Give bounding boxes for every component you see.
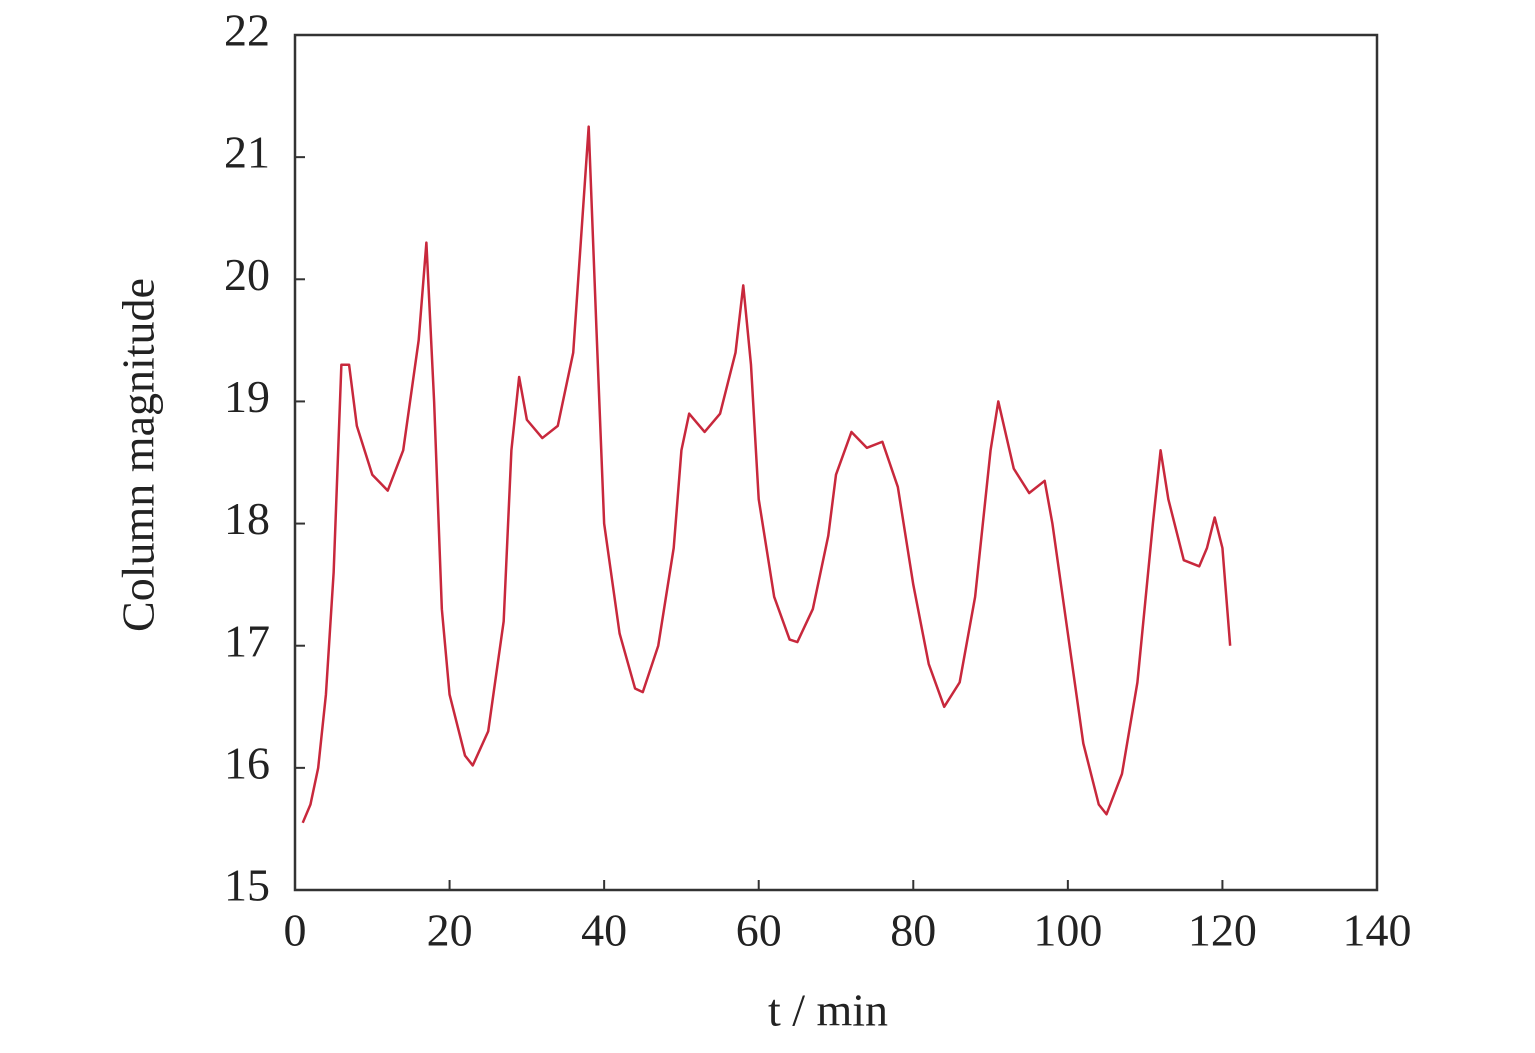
- plot-frame: [293, 33, 1379, 892]
- x-tick-label: 40: [581, 905, 627, 956]
- y-tick-label: 19: [224, 371, 270, 422]
- x-tick-label: 0: [284, 905, 307, 956]
- x-tick-label: 60: [736, 905, 782, 956]
- y-tick-label: 20: [224, 249, 270, 300]
- y-tick-label: 22: [224, 5, 270, 56]
- x-tick-label: 100: [1033, 905, 1102, 956]
- data-line: [301, 125, 1232, 824]
- x-tick-label: 80: [890, 905, 936, 956]
- y-axis-title: Column magnitude: [113, 278, 164, 632]
- y-tick-label: 15: [224, 860, 270, 911]
- x-axis-title: t / min: [768, 985, 888, 1036]
- y-tick-label: 16: [224, 737, 270, 788]
- x-tick-label: 140: [1343, 905, 1412, 956]
- x-tick-label: 120: [1188, 905, 1257, 956]
- y-tick-label: 17: [224, 615, 270, 666]
- y-tick-label: 21: [224, 127, 270, 178]
- x-tick-label: 20: [427, 905, 473, 956]
- y-tick-label: 18: [224, 493, 270, 544]
